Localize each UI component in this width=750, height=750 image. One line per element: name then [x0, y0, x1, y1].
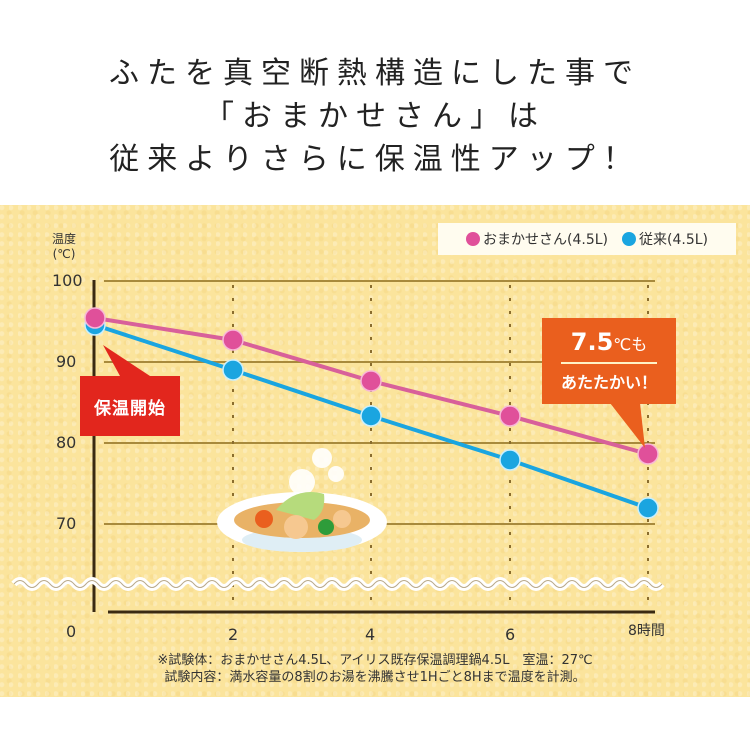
legend-item-conventional: 従来(4.5L)	[622, 229, 708, 249]
divider	[561, 362, 657, 364]
legend-label: おまかせさん(4.5L)	[483, 232, 608, 248]
headline: ふたを真空断熱構造にした事で 「おまかせさん」は 従来よりさらに保温性アップ！	[0, 52, 750, 181]
start-callout: 保温開始	[80, 376, 180, 436]
x-tick-4: 4	[365, 625, 376, 644]
diff-value: 7.5	[570, 328, 614, 356]
footnote-line-1: ※試験体：おまかせさん4.5L、アイリス既存保温調理鍋4.5L 室温：27℃	[157, 653, 593, 668]
y-tick-90: 90	[56, 352, 77, 371]
start-callout-text: 保温開始	[94, 398, 166, 419]
y-tick-100: 100	[52, 271, 83, 290]
legend-item-omakase: おまかせさん(4.5L)	[466, 229, 608, 249]
footnote-line-2: 試験内容：満水容量の8割のお湯を沸騰させ1Hごと8Hまで温度を計測。	[164, 670, 586, 685]
diff-callout-pointer	[610, 403, 645, 448]
diff-callout: 7.5℃も あたたかい！	[542, 318, 676, 404]
headline-line-1: ふたを真空断熱構造にした事で	[109, 56, 641, 91]
y-axis-label-line-2: (℃)	[52, 247, 76, 261]
y-tick-80: 80	[56, 433, 77, 452]
y-axis-label: 温度 (℃)	[52, 232, 76, 262]
soup-bowl-illustration	[217, 448, 387, 552]
diff-callout-text: あたたかい！	[560, 373, 657, 392]
headline-line-2: 「おまかせさん」は	[204, 99, 546, 134]
x-tick-6: 6	[505, 625, 516, 644]
y-tick-70: 70	[56, 514, 77, 533]
y-tick-0: 0	[66, 622, 77, 641]
blue-dot-icon	[622, 232, 636, 246]
chart-background	[0, 205, 750, 697]
diff-callout-headline: 7.5℃も	[542, 328, 676, 359]
footnote: ※試験体：おまかせさん4.5L、アイリス既存保温調理鍋4.5L 室温：27℃ 試…	[0, 652, 750, 686]
x-tick-2: 2	[228, 625, 239, 644]
pink-dot-icon	[466, 232, 480, 246]
y-axis-label-line-1: 温度	[52, 232, 77, 246]
diff-unit: ℃も	[613, 335, 648, 354]
headline-line-3: 従来よりさらに保温性アップ！	[109, 142, 641, 177]
x-tick-8: 8時間	[628, 623, 665, 639]
legend: おまかせさん(4.5L) 従来(4.5L)	[438, 223, 736, 255]
legend-label: 従来(4.5L)	[639, 232, 708, 248]
start-callout-pointer	[103, 345, 150, 376]
